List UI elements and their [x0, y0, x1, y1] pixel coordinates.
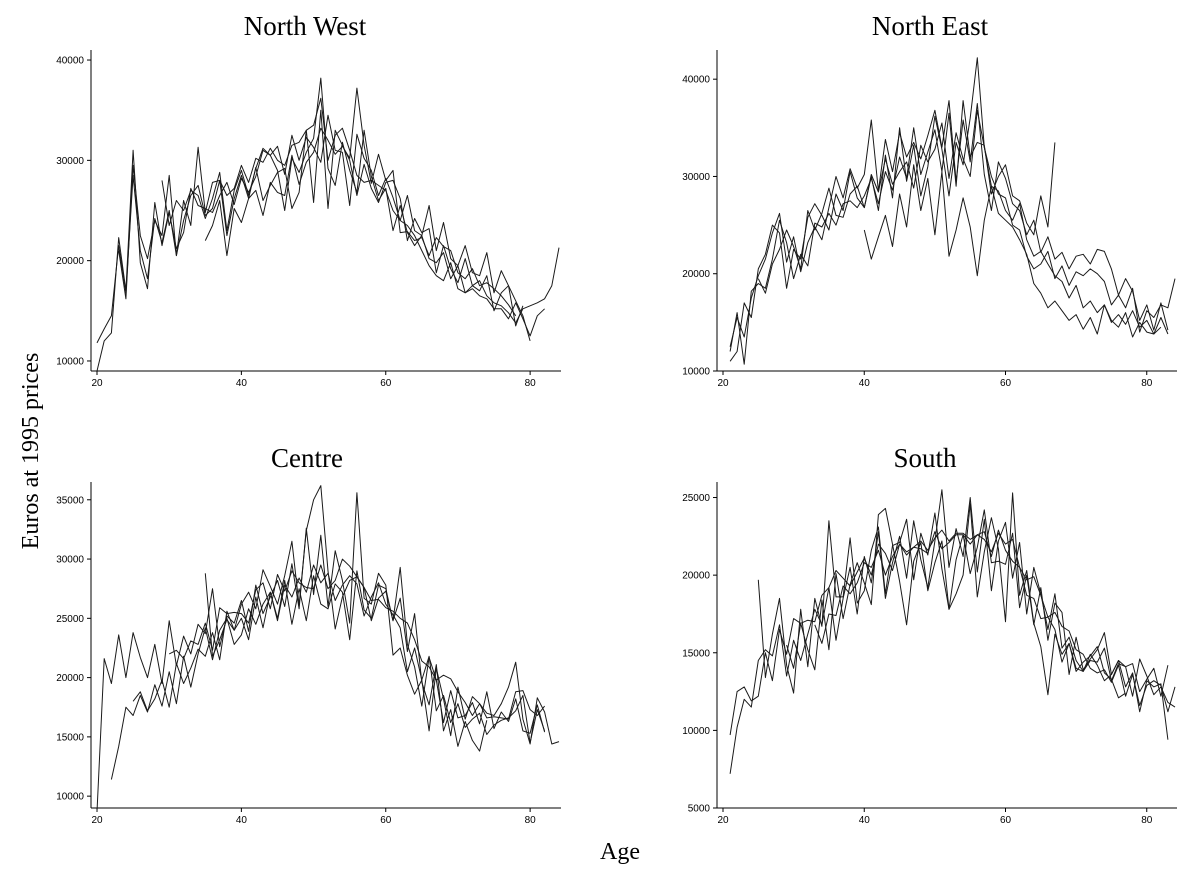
panel-north-west: North West 10000 20000 30000 40000 20 40 60 80	[56, 11, 561, 389]
y-tick-label: 30000	[56, 156, 84, 167]
series-line-3	[132, 566, 546, 734]
y-tick-label: 30000	[56, 555, 84, 566]
x-tick-label: 60	[380, 378, 392, 389]
x-tick-label: 40	[236, 378, 248, 389]
y-tick-label: 40000	[56, 56, 84, 67]
panel-title: South	[893, 443, 957, 473]
series-line-2	[110, 564, 546, 780]
y-tick-label: 10000	[56, 356, 84, 367]
series-line-4	[168, 558, 545, 720]
panel-title: North East	[872, 11, 989, 41]
series-line-1	[729, 529, 1176, 736]
y-tick-label: 25000	[56, 614, 84, 625]
x-tick-label: 80	[525, 378, 537, 389]
series-line-1	[96, 492, 560, 812]
x-tick-label: 20	[91, 378, 103, 389]
series-line-3	[729, 100, 1169, 347]
series-line-5	[863, 164, 1162, 338]
x-tick-label: 20	[91, 815, 103, 826]
y-axis-label: Euros at 1995 prices	[18, 353, 44, 550]
series-line-4	[757, 109, 1169, 335]
x-tick-label: 60	[1000, 378, 1012, 389]
series-line-3	[757, 509, 1169, 697]
y-tick-label: 20000	[56, 256, 84, 267]
x-tick-label: 60	[380, 815, 392, 826]
panel-south: South 5000 10000 15000 20000 25000 20 40 60 80	[682, 443, 1177, 826]
y-tick-label: 15000	[56, 732, 84, 743]
x-tick-label: 80	[1141, 815, 1153, 826]
series-line-2	[96, 77, 545, 372]
x-tick-label: 60	[1000, 815, 1012, 826]
series-line-5	[814, 529, 1176, 713]
series-line-3	[118, 109, 531, 342]
y-tick-label: 20000	[56, 673, 84, 684]
series-line-4	[786, 492, 1126, 699]
y-tick-label: 15000	[682, 648, 710, 659]
series-line-5	[204, 485, 488, 752]
y-tick-label: 40000	[682, 75, 710, 86]
series-line-1	[96, 97, 560, 344]
y-tick-label: 35000	[56, 495, 84, 506]
series-line-5	[204, 87, 517, 317]
y-tick-label: 20000	[682, 269, 710, 280]
x-tick-label: 20	[717, 378, 729, 389]
x-tick-label: 20	[717, 815, 729, 826]
y-tick-label: 20000	[682, 571, 710, 582]
x-axis-label: Age	[600, 839, 640, 865]
y-tick-label: 30000	[682, 172, 710, 183]
y-tick-label: 10000	[682, 726, 710, 737]
panel-title: North West	[244, 11, 367, 41]
panel-title: Centre	[271, 443, 343, 473]
series-line-4	[161, 114, 524, 327]
x-tick-label: 80	[525, 815, 537, 826]
panel-north-east: North East 10000 20000 30000 40000 20 40 60 80	[682, 11, 1177, 389]
y-tick-label: 10000	[682, 367, 710, 378]
x-tick-label: 80	[1141, 378, 1153, 389]
x-tick-label: 40	[859, 815, 871, 826]
x-tick-label: 40	[859, 378, 871, 389]
y-tick-label: 5000	[688, 804, 711, 815]
y-tick-label: 25000	[682, 493, 710, 504]
panel-centre: Centre 10000 15000 20000 25000 30000 35000 20 4…	[56, 443, 561, 826]
series-line-2	[729, 489, 1169, 774]
y-tick-label: 10000	[56, 792, 84, 803]
x-tick-label: 40	[236, 815, 248, 826]
